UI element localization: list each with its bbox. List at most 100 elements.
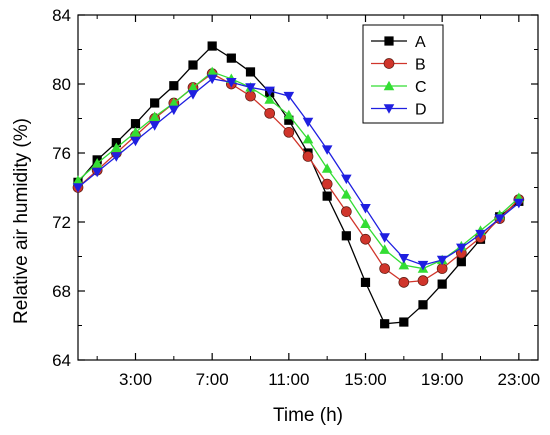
series-line bbox=[77, 45, 520, 325]
data-point bbox=[206, 74, 218, 85]
legend-marker bbox=[383, 58, 395, 69]
series-A bbox=[73, 41, 524, 329]
data-point bbox=[264, 94, 275, 104]
data-point bbox=[149, 111, 160, 122]
y-tick-label: 64 bbox=[52, 351, 71, 370]
series-C bbox=[72, 66, 525, 273]
data-point bbox=[398, 259, 410, 270]
data-point bbox=[302, 117, 314, 128]
data-point bbox=[360, 218, 371, 228]
x-tick-label: 19:00 bbox=[421, 370, 464, 389]
data-point bbox=[245, 83, 256, 93]
data-point bbox=[398, 253, 410, 264]
x-tick-label: 7:00 bbox=[196, 370, 229, 389]
legend-label-A: A bbox=[415, 34, 426, 51]
data-point bbox=[72, 183, 84, 193]
data-point bbox=[226, 78, 237, 88]
data-point bbox=[360, 233, 371, 245]
data-point bbox=[379, 244, 390, 254]
data-point bbox=[149, 121, 160, 131]
data-point bbox=[226, 53, 236, 63]
data-point bbox=[380, 319, 390, 329]
data-point bbox=[168, 97, 180, 108]
y-tick-label: 84 bbox=[52, 6, 71, 25]
data-point bbox=[456, 257, 466, 267]
data-point bbox=[264, 86, 275, 97]
data-point bbox=[437, 279, 447, 289]
data-point bbox=[321, 163, 333, 173]
data-point bbox=[168, 105, 180, 116]
data-point bbox=[130, 136, 141, 147]
data-point bbox=[91, 158, 103, 168]
x-tick-label: 23:00 bbox=[498, 370, 541, 389]
data-point bbox=[302, 133, 314, 144]
data-point bbox=[341, 189, 352, 199]
data-point bbox=[321, 145, 333, 155]
data-point bbox=[360, 277, 371, 287]
data-point bbox=[283, 109, 295, 120]
y-tick-label: 68 bbox=[52, 282, 71, 301]
data-point bbox=[207, 41, 217, 51]
data-point bbox=[321, 178, 333, 190]
data-point bbox=[456, 243, 467, 254]
x-tick-label: 15:00 bbox=[344, 370, 387, 389]
series-D bbox=[72, 74, 525, 271]
axis-ticks: 64 68 72 76 80 84 3:00 7:00 11:00 15:00 19:00 23:00 bbox=[52, 6, 540, 389]
legend-label-B: B bbox=[415, 57, 426, 74]
x-axis-title: Time (h) bbox=[273, 405, 343, 426]
data-point bbox=[513, 198, 525, 209]
y-tick-label: 76 bbox=[52, 144, 71, 163]
series-layer bbox=[72, 41, 525, 329]
data-point bbox=[398, 277, 410, 288]
x-tick-label: 11:00 bbox=[268, 370, 309, 389]
data-point bbox=[494, 214, 505, 224]
data-point bbox=[111, 152, 122, 162]
data-point bbox=[283, 126, 295, 138]
series-line bbox=[77, 71, 520, 270]
legend-marker bbox=[383, 104, 395, 114]
data-point bbox=[206, 66, 218, 77]
data-point bbox=[169, 81, 179, 91]
legend-marker bbox=[383, 80, 395, 91]
series-line bbox=[77, 78, 520, 266]
data-point bbox=[72, 175, 84, 185]
data-point bbox=[322, 191, 332, 201]
data-point bbox=[340, 206, 352, 217]
data-point bbox=[379, 263, 391, 274]
legend-marker bbox=[384, 36, 394, 46]
data-point bbox=[264, 107, 276, 119]
data-point bbox=[91, 167, 103, 178]
legend-label-D: D bbox=[415, 102, 427, 119]
data-point bbox=[187, 82, 199, 92]
x-tick-label: 3:00 bbox=[119, 370, 152, 389]
data-point bbox=[417, 275, 429, 286]
data-point bbox=[341, 231, 351, 241]
data-point bbox=[341, 174, 352, 185]
data-point bbox=[399, 317, 409, 327]
data-point bbox=[188, 60, 198, 70]
data-point bbox=[150, 98, 160, 108]
y-tick-label: 72 bbox=[52, 213, 71, 232]
data-point bbox=[436, 255, 448, 266]
y-tick-label: 80 bbox=[52, 75, 71, 94]
data-point bbox=[245, 67, 256, 77]
legend-label-C: C bbox=[415, 79, 427, 96]
data-point bbox=[130, 119, 141, 129]
data-point bbox=[475, 229, 486, 240]
data-point bbox=[302, 151, 314, 162]
data-point bbox=[283, 91, 295, 102]
data-point bbox=[111, 142, 122, 153]
y-axis-title: Relative air humidity (%) bbox=[11, 118, 32, 324]
series-line bbox=[77, 72, 520, 284]
data-point bbox=[417, 260, 429, 271]
data-point bbox=[360, 203, 371, 214]
data-point bbox=[187, 90, 199, 100]
series-B bbox=[72, 68, 525, 288]
plot-frame bbox=[77, 14, 539, 361]
data-point bbox=[284, 115, 294, 125]
data-point bbox=[418, 300, 428, 310]
data-point bbox=[130, 127, 141, 137]
data-point bbox=[379, 233, 390, 243]
